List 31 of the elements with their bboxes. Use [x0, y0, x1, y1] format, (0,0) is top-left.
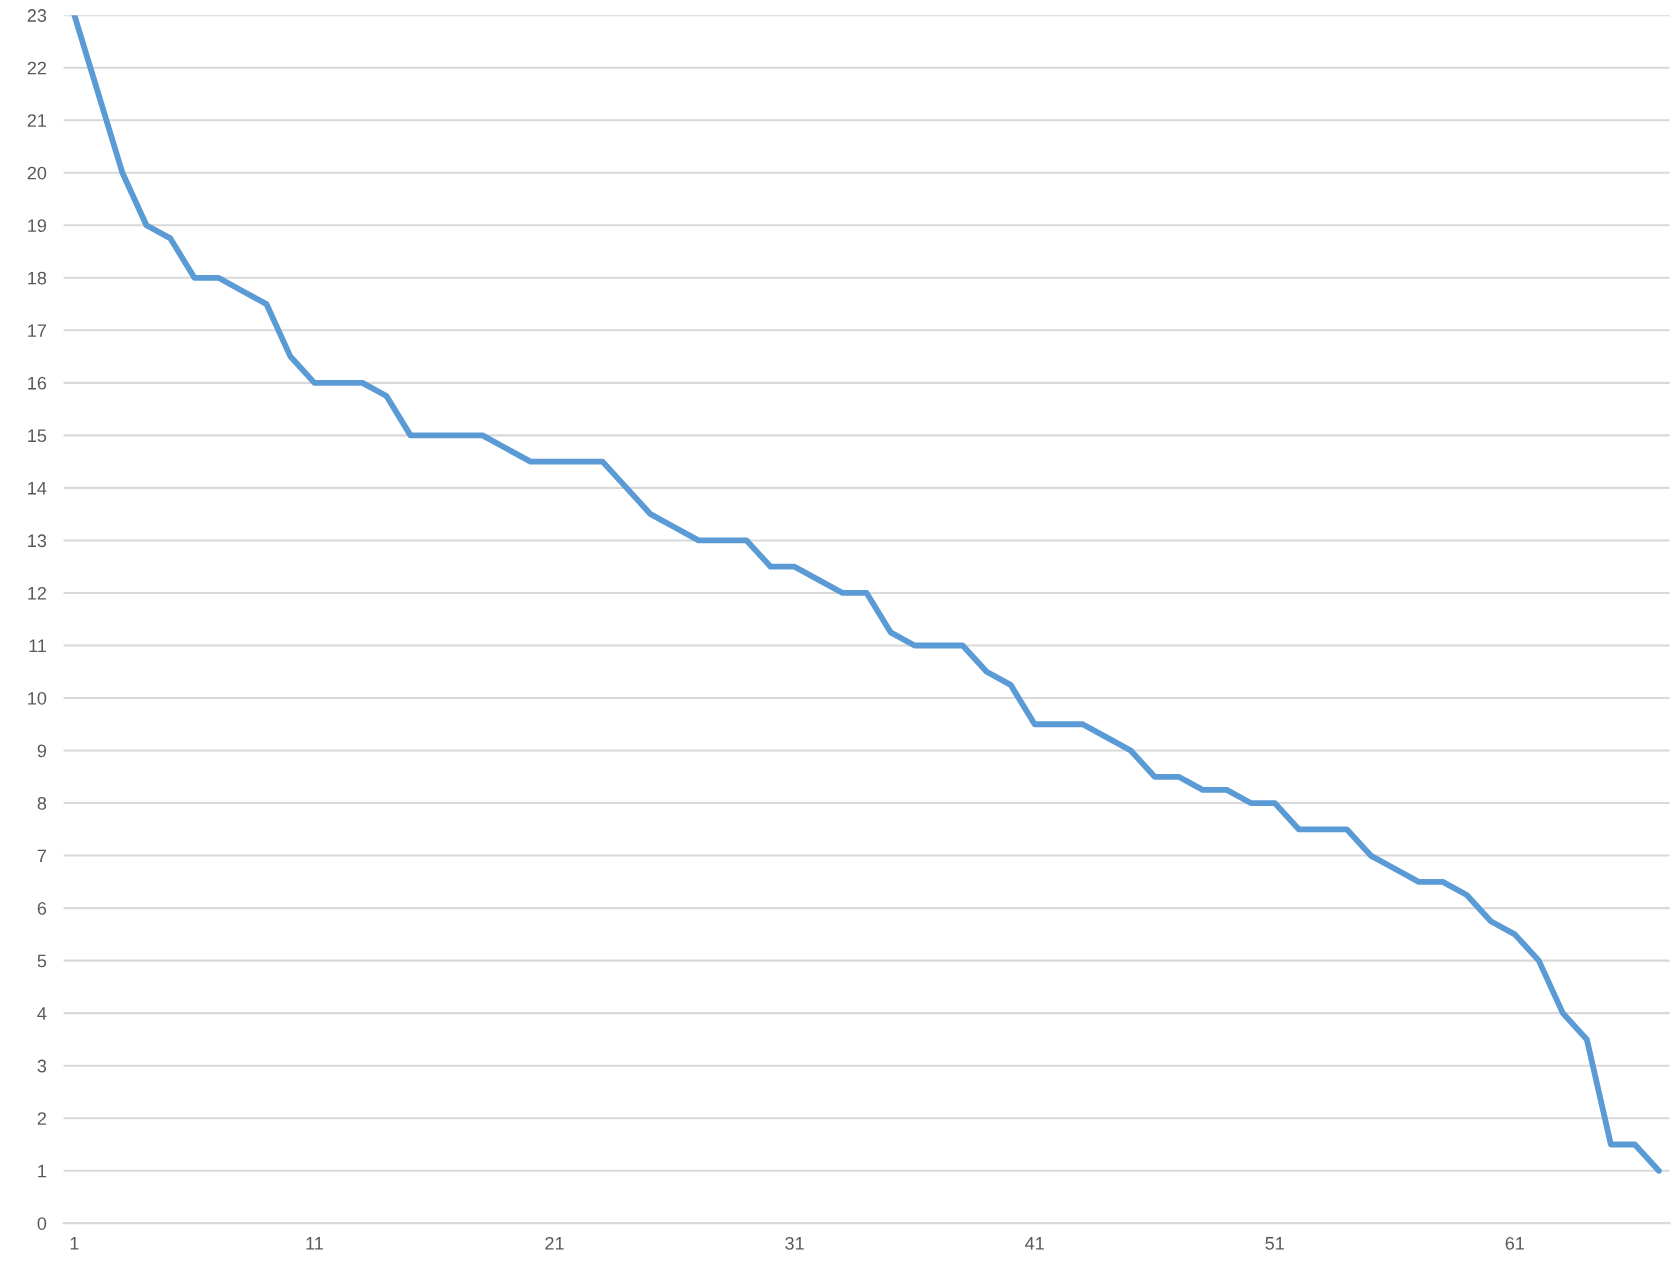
y-tick-label: 15 — [28, 429, 47, 443]
y-tick-label: 5 — [37, 954, 47, 968]
y-tick-label: 19 — [28, 219, 47, 232]
x-tick-label: 41 — [1025, 1237, 1044, 1250]
x-tick-label: 51 — [1265, 1237, 1284, 1250]
y-tick-label: 0 — [37, 1217, 47, 1230]
y-tick-label: 9 — [37, 744, 47, 758]
y-tick-label: 10 — [28, 691, 47, 705]
y-tick-label: 6 — [37, 902, 47, 915]
y-tick-label: 7 — [37, 849, 46, 863]
y-tick-label: 3 — [37, 1059, 47, 1073]
y-tick-label: 22 — [27, 61, 46, 75]
y-tick-label: 1 — [38, 1164, 47, 1178]
x-tick-label: 21 — [545, 1236, 564, 1250]
x-tick-label: 1 — [70, 1237, 79, 1250]
y-tick-label: 18 — [28, 271, 47, 285]
x-tick-label: 61 — [1505, 1236, 1524, 1250]
y-tick-label: 2 — [37, 1112, 46, 1125]
y-tick-label: 4 — [37, 1007, 47, 1020]
y-tick-label: 20 — [27, 166, 47, 180]
y-tick-label: 11 — [29, 639, 47, 653]
y-tick-label: 17 — [28, 324, 46, 337]
y-tick-label: 16 — [28, 376, 47, 390]
x-tick-label: 11 — [306, 1237, 323, 1250]
y-tick-label: 13 — [28, 534, 47, 548]
y-tick-label: 14 — [28, 482, 47, 495]
y-tick-label: 23 — [27, 9, 47, 22]
y-tick-label: 8 — [37, 796, 47, 810]
y-tick-label: 21 — [27, 114, 47, 127]
x-tick-label: 31 — [785, 1236, 804, 1250]
y-tick-label: 12 — [28, 586, 46, 600]
